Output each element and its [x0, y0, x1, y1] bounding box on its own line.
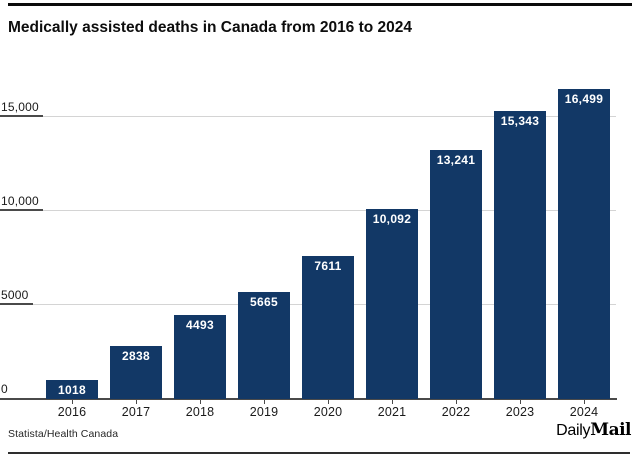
- x-tick-2021: [392, 400, 393, 404]
- gridline-15000: [0, 116, 616, 117]
- x-axis-line: [0, 398, 617, 400]
- chart-title: Medically assisted deaths in Canada from…: [8, 19, 413, 36]
- gridline-10000: [0, 210, 616, 211]
- bar-2017: 2838: [110, 346, 162, 399]
- dailymail-logo: DailyMail: [556, 420, 631, 440]
- top-rule: [8, 3, 632, 6]
- y-axis-label-10000: 10,000: [0, 194, 43, 211]
- x-tick-2016: [72, 400, 73, 404]
- x-axis-label-2021: 2021: [377, 405, 407, 419]
- bar-value-2018: 4493: [186, 318, 214, 332]
- bar-value-2020: 7611: [314, 259, 342, 273]
- bar-value-2024: 16,499: [564, 92, 604, 106]
- bottom-rule: [8, 452, 630, 454]
- bar-value-2023: 15,343: [500, 114, 540, 128]
- x-axis-label-2018: 2018: [185, 405, 215, 419]
- x-tick-2022: [456, 400, 457, 404]
- bar-value-2016: 1018: [58, 383, 86, 397]
- bar-2023: 15,343: [494, 111, 546, 399]
- y-axis-label-15000: 15,000: [0, 100, 43, 117]
- bar-2020: 7611: [302, 256, 354, 399]
- x-axis-label-2016: 2016: [57, 405, 87, 419]
- bar-value-2022: 13,241: [436, 153, 476, 167]
- x-tick-2024: [584, 400, 585, 404]
- bar-value-2017: 2838: [122, 349, 150, 363]
- x-tick-2023: [520, 400, 521, 404]
- y-axis-label-5000: 5000: [0, 288, 33, 305]
- x-axis-label-2023: 2023: [505, 405, 535, 419]
- x-axis-label-2024: 2024: [569, 405, 599, 419]
- logo-mail-text: Mail: [590, 420, 631, 440]
- bar-2016: 1018: [46, 380, 98, 399]
- bar-2019: 5665: [238, 292, 290, 399]
- source-credit: Statista/Health Canada: [8, 428, 119, 440]
- x-axis-label-2022: 2022: [441, 405, 471, 419]
- x-axis-label-2017: 2017: [121, 405, 151, 419]
- bar-2022: 13,241: [430, 150, 482, 399]
- x-tick-2019: [264, 400, 265, 404]
- x-axis-label-2019: 2019: [249, 405, 279, 419]
- x-tick-2018: [200, 400, 201, 404]
- bar-value-2019: 5665: [250, 295, 278, 309]
- bar-2024: 16,499: [558, 89, 610, 399]
- logo-daily-text: Daily: [556, 422, 591, 439]
- bar-2021: 10,092: [366, 209, 418, 399]
- bar-value-2021: 10,092: [372, 212, 412, 226]
- x-tick-2017: [136, 400, 137, 404]
- bar-2018: 4493: [174, 315, 226, 399]
- y-axis-label-0: 0: [1, 382, 8, 396]
- x-tick-2020: [328, 400, 329, 404]
- x-axis-label-2020: 2020: [313, 405, 343, 419]
